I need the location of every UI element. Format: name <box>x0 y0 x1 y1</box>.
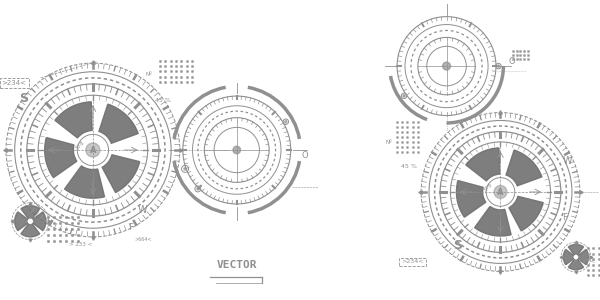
Circle shape <box>403 95 405 97</box>
Circle shape <box>497 65 500 67</box>
Wedge shape <box>509 196 543 231</box>
Circle shape <box>574 255 578 259</box>
Wedge shape <box>506 150 542 186</box>
Wedge shape <box>466 148 500 181</box>
Circle shape <box>86 143 100 157</box>
Text: 578: 578 <box>74 139 85 150</box>
Wedge shape <box>55 102 92 138</box>
Text: F: F <box>128 223 133 232</box>
Circle shape <box>197 188 199 190</box>
Wedge shape <box>65 166 104 198</box>
Wedge shape <box>457 181 486 217</box>
Wedge shape <box>44 137 77 178</box>
Text: Nº: Nº <box>385 140 392 145</box>
Text: W: W <box>138 205 148 214</box>
Text: 578: 578 <box>483 182 494 193</box>
Text: Nº: Nº <box>145 72 152 77</box>
Wedge shape <box>31 212 46 231</box>
Text: > 233 <: > 233 < <box>68 242 92 247</box>
Text: W: W <box>562 156 572 166</box>
Wedge shape <box>99 104 138 143</box>
Wedge shape <box>576 249 589 265</box>
Wedge shape <box>475 206 511 236</box>
Wedge shape <box>563 249 576 265</box>
Wedge shape <box>568 257 584 270</box>
Circle shape <box>184 168 186 170</box>
Text: VECTOR: VECTOR <box>217 260 257 270</box>
Text: 45 %: 45 % <box>401 164 417 169</box>
Circle shape <box>233 146 241 154</box>
Text: O: O <box>301 151 308 160</box>
Text: > 233 <: > 233 < <box>572 260 595 264</box>
Circle shape <box>494 185 507 198</box>
Wedge shape <box>568 244 584 257</box>
Text: >234<: >234< <box>401 260 424 264</box>
Text: >664<: >664< <box>134 237 152 242</box>
Text: A: A <box>89 146 96 155</box>
Text: 45 %: 45 % <box>155 98 172 103</box>
Circle shape <box>443 62 451 70</box>
Text: S: S <box>19 92 28 105</box>
Circle shape <box>28 219 32 223</box>
Text: A: A <box>497 188 504 197</box>
Text: O: O <box>508 57 515 66</box>
Wedge shape <box>21 206 40 221</box>
Wedge shape <box>14 212 31 231</box>
Text: >234<: >234< <box>2 80 26 86</box>
Text: S: S <box>453 239 462 252</box>
Text: F: F <box>562 213 568 222</box>
Wedge shape <box>102 155 140 193</box>
Circle shape <box>285 121 287 123</box>
Wedge shape <box>21 221 40 237</box>
